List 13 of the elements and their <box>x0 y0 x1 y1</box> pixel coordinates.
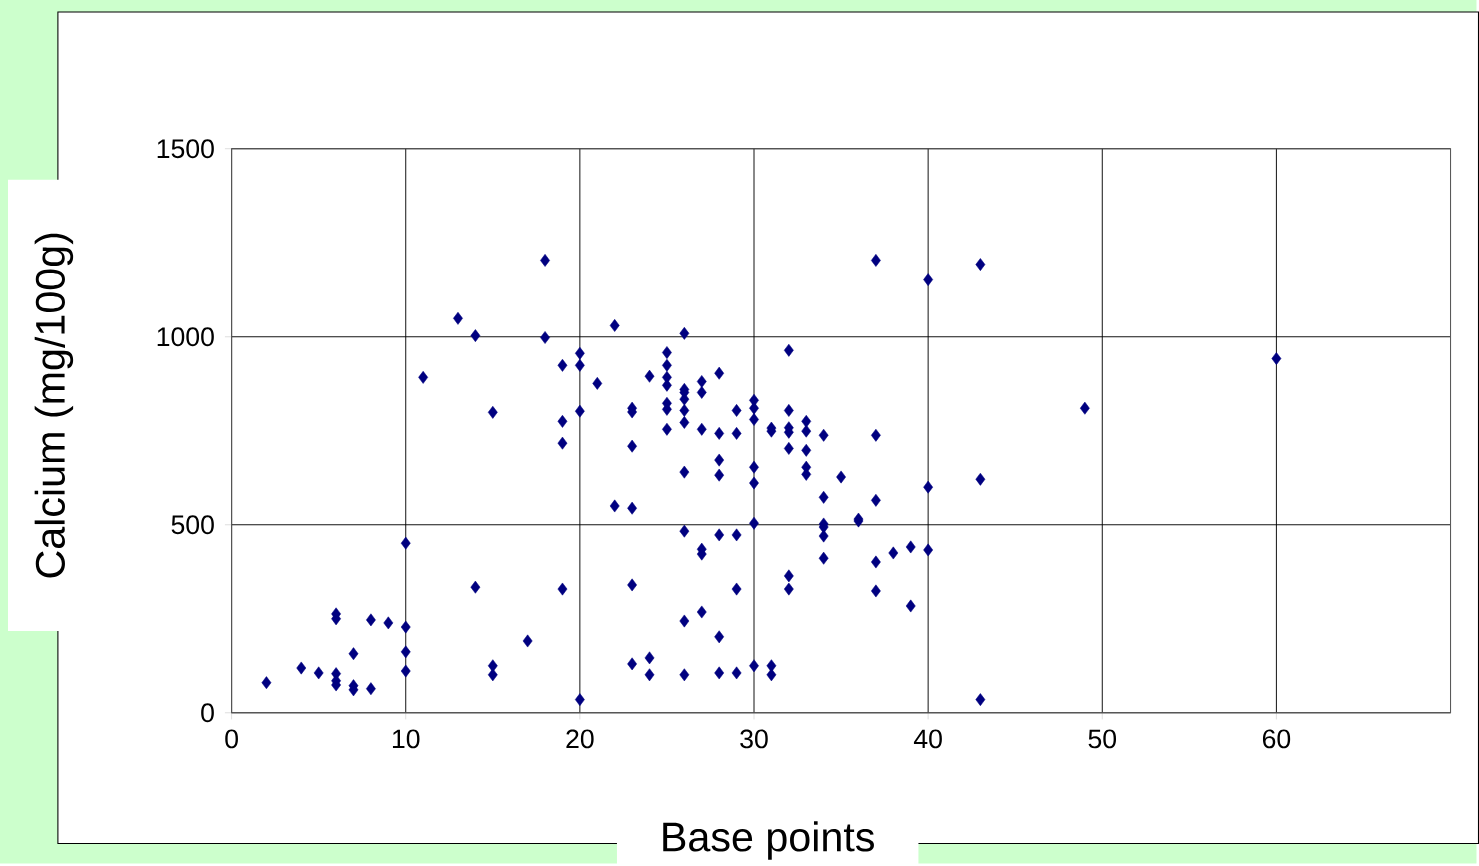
x-tick-label: 0 <box>225 729 238 749</box>
y-tick-label: 1500 <box>157 139 214 159</box>
x-tick-label: 10 <box>392 729 420 749</box>
x-axis-title: Base points <box>663 821 874 861</box>
x-tick-label: 40 <box>913 729 942 749</box>
y-axis-title: Calcium (mg/100g) <box>34 233 74 578</box>
y-tick-label: 0 <box>201 703 214 723</box>
x-tick-label: 60 <box>1262 729 1291 749</box>
x-tick-label: 50 <box>1088 729 1117 749</box>
y-tick-label: 500 <box>171 515 214 535</box>
y-tick-label: 1000 <box>157 327 214 347</box>
x-tick-label: 30 <box>740 729 768 749</box>
x-tick-label: 20 <box>566 729 594 749</box>
